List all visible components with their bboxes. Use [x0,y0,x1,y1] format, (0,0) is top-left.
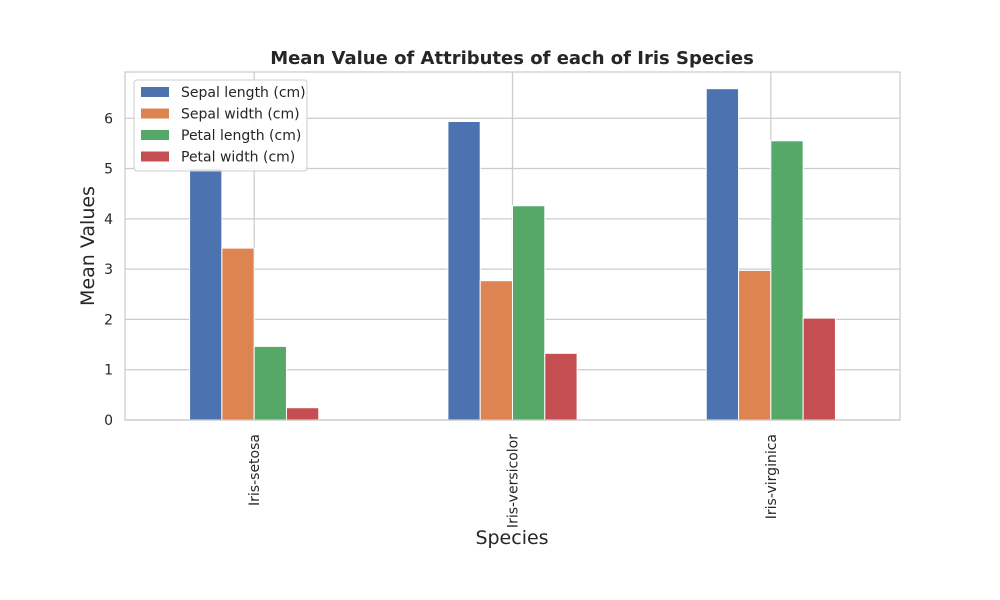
bar [189,167,223,421]
x-tick-label: Iris-virginica [764,434,780,519]
legend-label: Petal width (cm) [181,150,295,166]
bar [705,88,740,421]
legend-label: Sepal width (cm) [181,107,300,123]
legend-swatch [141,87,169,97]
legend-box [133,79,308,172]
y-axis-label: Mean Values [77,186,99,306]
legend-label: Petal length (cm) [181,128,301,144]
bar [285,407,320,421]
bar [479,280,514,421]
y-tick-label: 6 [104,111,113,127]
legend-swatch [141,130,169,140]
bar [221,247,255,421]
bar [512,205,546,421]
x-axis-label: Species [475,527,548,549]
y-tick-label: 2 [104,312,113,328]
x-tick-label: Iris-setosa [247,434,263,506]
bar [770,140,804,421]
legend-swatch [141,151,169,162]
legend: Sepal length (cm) Sepal width (cm) Petal l… [133,79,308,172]
bar [738,269,772,421]
x-tick-label: Iris-versicolor [506,434,522,528]
bar [544,352,578,421]
bar [253,345,287,421]
y-tick-label: 1 [104,363,113,379]
y-tick-label: 3 [104,262,113,278]
bar [802,317,836,421]
bars [189,88,836,421]
legend-label: Sepal length (cm) [181,85,306,101]
y-axis-ticks: 0 1 2 3 4 5 6 [104,111,113,429]
y-tick-label: 4 [104,212,113,228]
bar [447,120,481,421]
legend-swatch [141,108,169,119]
y-tick-label: 5 [104,162,113,178]
chart-title: Mean Value of Attributes of each of Iris… [270,48,754,69]
plot-frame [124,71,901,421]
y-tick-label: 0 [104,413,113,429]
x-axis-ticks: Iris-setosa Iris-versicolor Iris-virginica [247,434,780,528]
